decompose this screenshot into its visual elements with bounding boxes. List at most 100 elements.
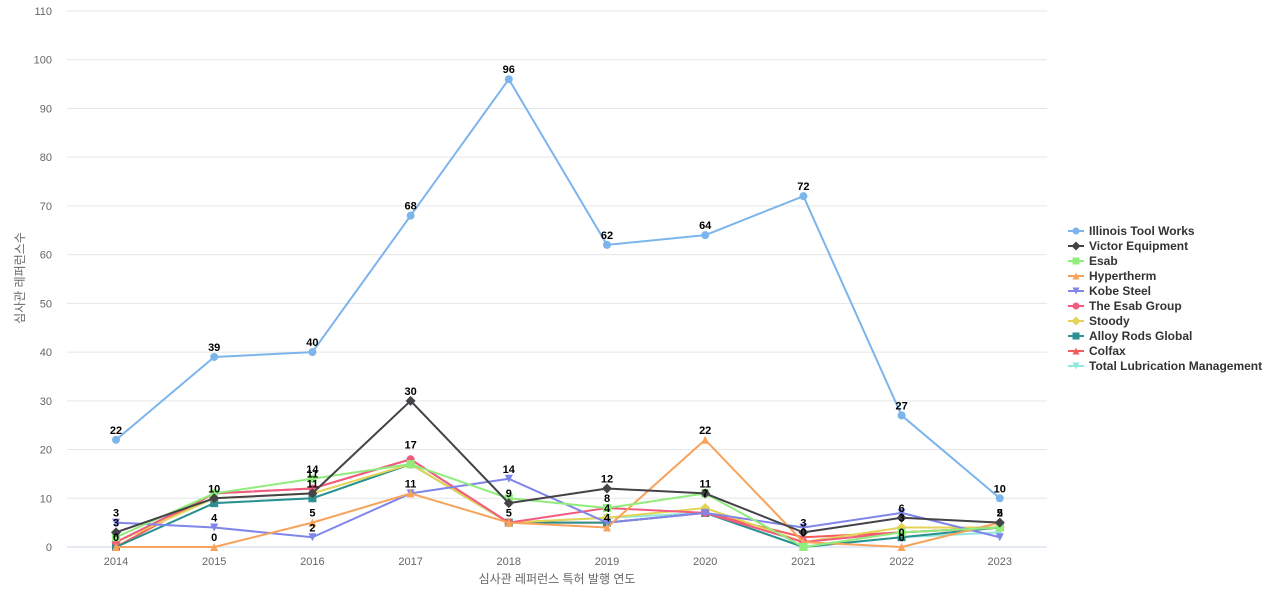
- data-point[interactable]: [897, 528, 906, 537]
- data-label: 39: [208, 342, 220, 354]
- data-point[interactable]: [210, 352, 219, 361]
- x-tick-label: 2016: [300, 556, 324, 568]
- legend-label[interactable]: The Esab Group: [1089, 299, 1182, 313]
- data-label: 5: [309, 508, 315, 520]
- data-point[interactable]: [112, 518, 120, 527]
- data-point[interactable]: [503, 498, 514, 509]
- data-label: 11: [699, 478, 711, 490]
- series-line[interactable]: [115, 78, 1001, 500]
- data-point[interactable]: [897, 411, 906, 420]
- data-point[interactable]: [405, 395, 416, 406]
- data-label: 0: [899, 527, 905, 539]
- data-point[interactable]: [799, 543, 808, 551]
- x-tick-label: 2023: [988, 556, 1012, 568]
- legend-item[interactable]: Total Lubrication Management: [1068, 359, 1262, 373]
- legend-label[interactable]: Victor Equipment: [1089, 239, 1188, 253]
- legend-marker[interactable]: [1071, 241, 1081, 251]
- series-line[interactable]: [115, 463, 1000, 548]
- legend-marker[interactable]: [1072, 257, 1080, 265]
- legend-marker[interactable]: [1072, 287, 1080, 295]
- data-point[interactable]: [602, 483, 612, 494]
- data-point[interactable]: [504, 75, 513, 84]
- data-point[interactable]: [504, 518, 513, 527]
- legend-label[interactable]: Colfax: [1089, 344, 1126, 358]
- data-point[interactable]: [799, 192, 808, 201]
- data-point[interactable]: [701, 508, 710, 517]
- data-point[interactable]: [308, 518, 317, 527]
- data-point[interactable]: [603, 523, 611, 532]
- legend-item[interactable]: Illinois Tool Works: [1068, 224, 1195, 238]
- data-point[interactable]: [308, 533, 317, 542]
- data-point[interactable]: [209, 493, 220, 504]
- data-point[interactable]: [307, 488, 318, 499]
- data-point[interactable]: [406, 211, 415, 220]
- legend-item[interactable]: Esab: [1068, 254, 1118, 268]
- data-point[interactable]: [504, 474, 513, 483]
- data-label: 4: [604, 503, 611, 515]
- y-tick-label: 20: [40, 445, 52, 457]
- data-point[interactable]: [701, 435, 710, 444]
- legend-label[interactable]: Kobe Steel: [1089, 284, 1151, 298]
- legend-marker[interactable]: [1071, 316, 1081, 326]
- legend-label[interactable]: Total Lubrication Management: [1089, 359, 1262, 373]
- data-point[interactable]: [798, 527, 809, 538]
- data-point[interactable]: [308, 474, 317, 483]
- data-point[interactable]: [210, 523, 219, 532]
- data-point[interactable]: [112, 543, 120, 551]
- data-label: 6: [899, 503, 905, 515]
- data-point[interactable]: [603, 504, 611, 513]
- data-point[interactable]: [308, 348, 317, 357]
- data-point[interactable]: [897, 543, 906, 551]
- data-point[interactable]: [603, 240, 611, 249]
- legend-label[interactable]: Hypertherm: [1089, 269, 1156, 283]
- legend-marker[interactable]: [1072, 362, 1080, 370]
- data-point[interactable]: [112, 435, 120, 444]
- data-label: 17: [404, 439, 416, 451]
- legend-marker[interactable]: [1072, 302, 1080, 310]
- legend-item[interactable]: Victor Equipment: [1068, 239, 1188, 253]
- legend-label[interactable]: Alloy Rods Global: [1089, 329, 1192, 343]
- legend-marker[interactable]: [1072, 272, 1080, 280]
- data-label: 3: [899, 513, 905, 525]
- axes: 심사관 레퍼런스수 심사관 레퍼런스 특허 발행 연도 010203040506…: [13, 6, 1012, 586]
- series-2[interactable]: [112, 460, 1004, 551]
- data-point[interactable]: [701, 231, 710, 240]
- data-point[interactable]: [406, 489, 415, 498]
- legend-label[interactable]: Esab: [1089, 254, 1118, 268]
- data-point[interactable]: [994, 517, 1005, 528]
- legend-marker[interactable]: [1072, 227, 1080, 235]
- data-point[interactable]: [897, 533, 906, 542]
- data-point[interactable]: [700, 488, 711, 499]
- legend-item[interactable]: Alloy Rods Global: [1068, 329, 1192, 343]
- legend-item[interactable]: The Esab Group: [1068, 299, 1182, 313]
- x-tick-label: 2017: [398, 556, 422, 568]
- legend-label[interactable]: Illinois Tool Works: [1089, 224, 1195, 238]
- legend-marker[interactable]: [1072, 332, 1080, 340]
- legend-item[interactable]: Colfax: [1068, 344, 1126, 358]
- x-tick-label: 2019: [595, 556, 619, 568]
- series-line[interactable]: [115, 463, 1000, 548]
- data-point[interactable]: [896, 512, 907, 523]
- legend-item[interactable]: Stoody: [1068, 314, 1130, 328]
- series-4[interactable]: [112, 474, 1004, 542]
- series-line[interactable]: [115, 477, 1001, 539]
- legend-marker[interactable]: [1072, 347, 1080, 355]
- data-point[interactable]: [995, 533, 1004, 542]
- data-point[interactable]: [603, 518, 611, 527]
- data-point[interactable]: [111, 527, 121, 538]
- series-0[interactable]: [112, 75, 1004, 503]
- y-axis-title: 심사관 레퍼런스수: [13, 232, 27, 324]
- data-point[interactable]: [406, 460, 415, 469]
- legend-item[interactable]: Hypertherm: [1068, 269, 1156, 283]
- data-point[interactable]: [210, 543, 219, 551]
- series-1[interactable]: [111, 395, 1005, 538]
- data-point[interactable]: [995, 494, 1004, 503]
- series-line[interactable]: [115, 399, 1000, 534]
- legend-item[interactable]: Kobe Steel: [1068, 284, 1151, 298]
- series-line[interactable]: [116, 438, 1001, 548]
- x-tick-label: 2018: [497, 556, 521, 568]
- series-line[interactable]: [115, 458, 1000, 544]
- legend-label[interactable]: Stoody: [1089, 314, 1130, 328]
